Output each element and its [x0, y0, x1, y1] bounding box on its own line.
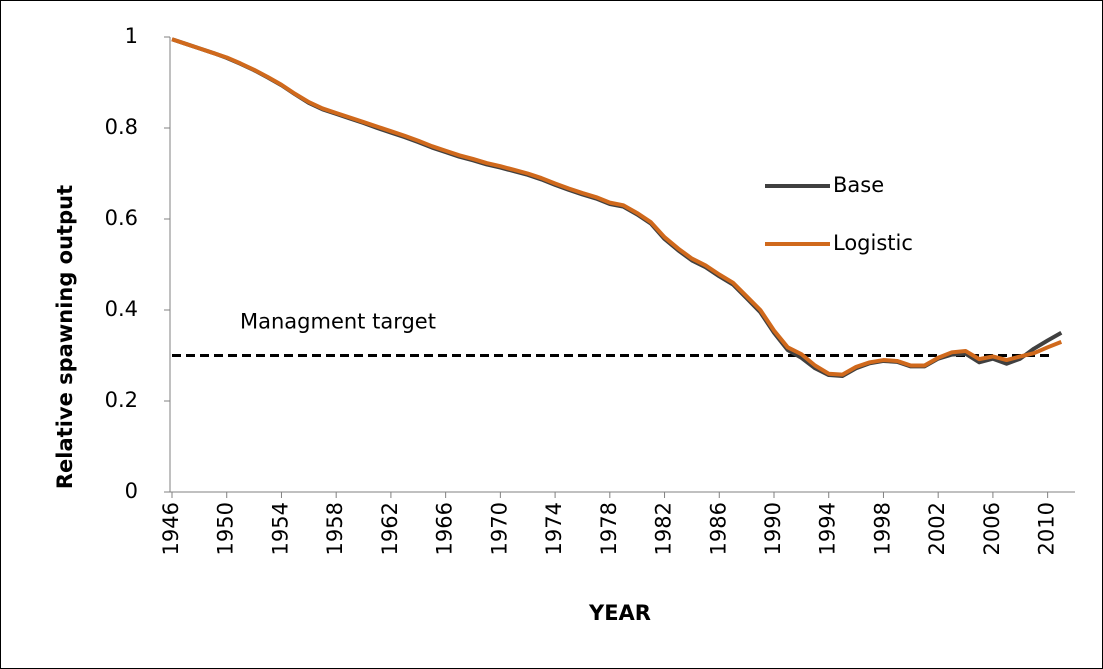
x-tick-label: 2002 — [925, 502, 949, 555]
legend-label: Logistic — [833, 231, 913, 255]
x-tick-label: 1974 — [542, 502, 566, 555]
x-tick-label: 1958 — [323, 502, 347, 555]
y-axis-label: Relative spawning output — [53, 185, 77, 489]
x-tick-label: 1962 — [378, 502, 402, 555]
x-tick-label: 1982 — [652, 502, 676, 555]
x-tick-label: 1950 — [214, 502, 238, 555]
x-axis-label: YEAR — [588, 601, 651, 625]
y-tick-label: 0.6 — [105, 206, 138, 230]
x-tick-label: 1994 — [816, 502, 840, 555]
y-tick-label: 0.2 — [105, 388, 138, 412]
reference-label: Managment target — [240, 310, 436, 334]
x-tick-label: 1966 — [433, 502, 457, 555]
x-tick-label: 1998 — [870, 502, 894, 555]
y-tick-label: 0.4 — [105, 297, 138, 321]
y-tick-label: 0 — [125, 479, 138, 503]
y-tick-label: 0.8 — [105, 115, 138, 139]
x-tick-label: 2010 — [1035, 502, 1059, 555]
x-tick-label: 1946 — [159, 502, 183, 555]
x-tick-label: 1990 — [761, 502, 785, 555]
x-tick-label: 1954 — [268, 502, 292, 555]
y-tick-label: 1 — [125, 24, 138, 48]
line-series — [171, 37, 1063, 377]
legend-label: Base — [833, 173, 884, 197]
x-tick-label: 1986 — [706, 502, 730, 555]
x-tick-label: 1970 — [487, 502, 511, 555]
x-tick-label: 2006 — [980, 502, 1004, 555]
x-tick-label: 1978 — [597, 502, 621, 555]
